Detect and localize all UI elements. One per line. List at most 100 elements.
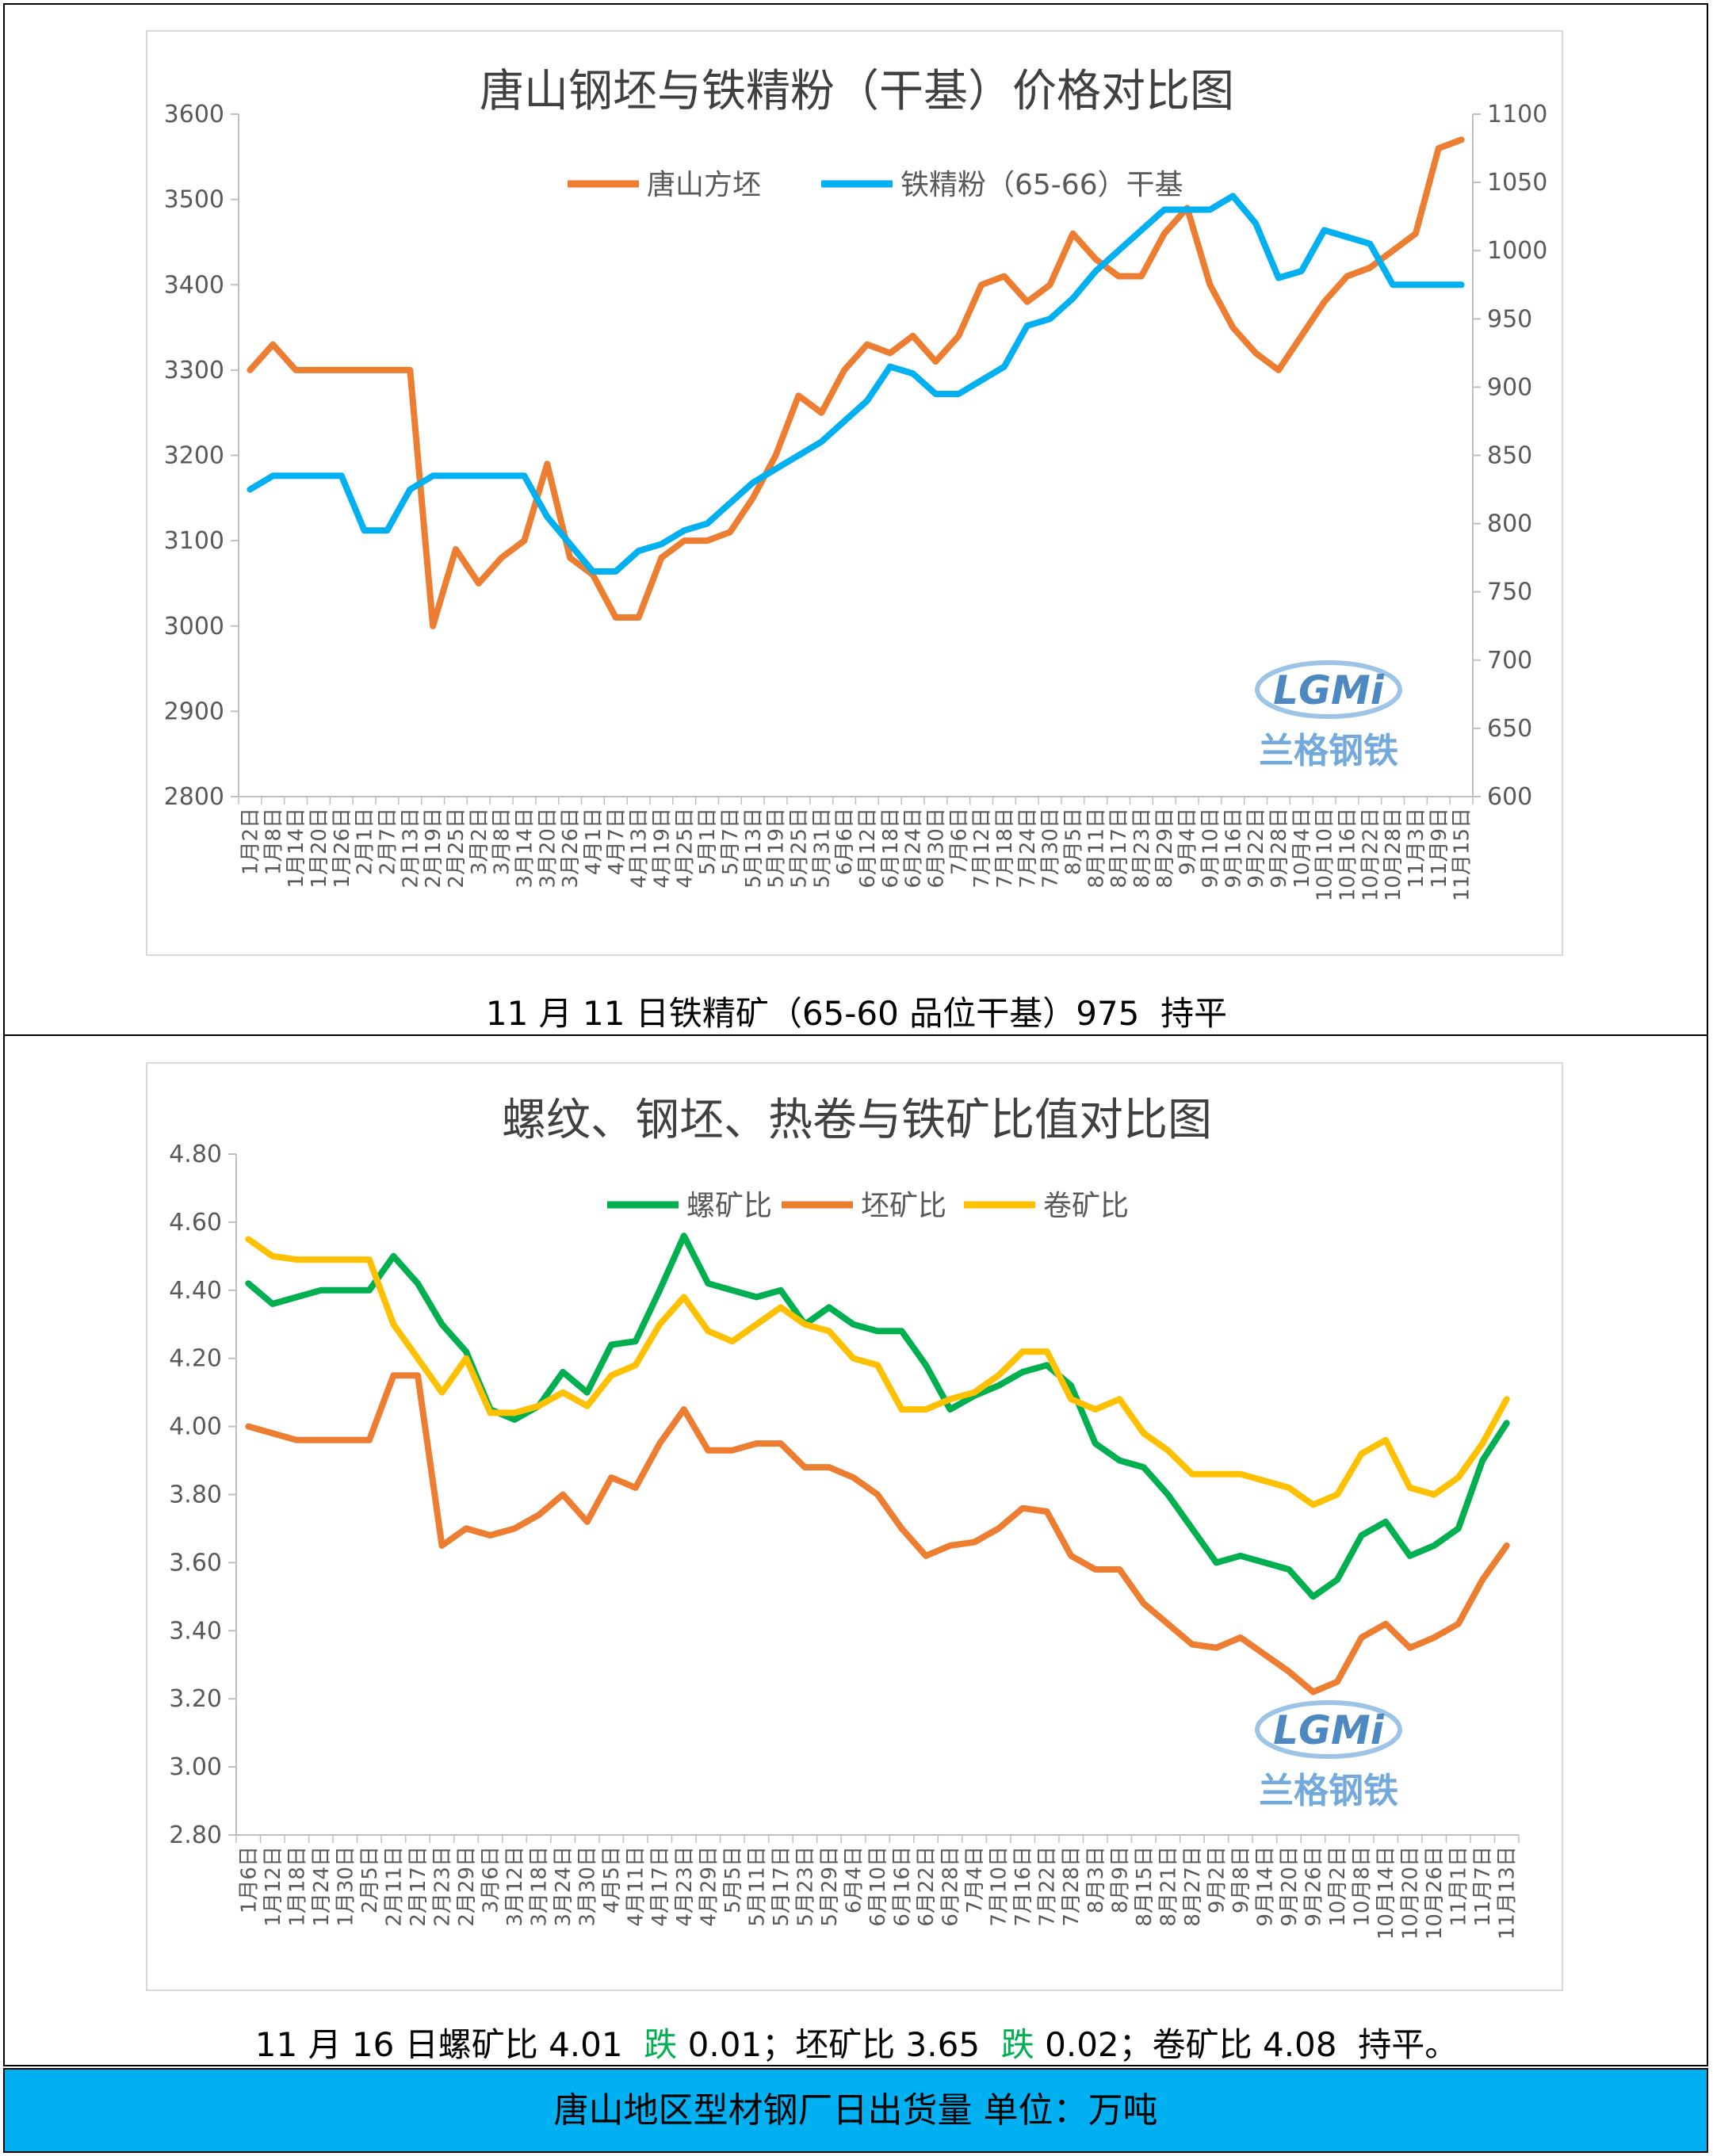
watermark-logo-text: LGMi — [1273, 1707, 1385, 1753]
watermark-sub-text: 兰格钢铁 — [1259, 1771, 1398, 1811]
x-tick-label: 10月26日 — [1423, 1846, 1447, 1940]
caption-ratio-part3: 0.02；卷矿比 4.08 持平。 — [1034, 2025, 1459, 2064]
x-tick-label: 11月13日 — [1496, 1846, 1520, 1940]
x-tick-label: 6月28日 — [939, 1846, 963, 1927]
x-tick-label: 4月29日 — [697, 1846, 721, 1927]
y2-tick-label: 850 — [1487, 442, 1532, 470]
y2-tick-label: 1050 — [1487, 169, 1547, 197]
chart1-container: 唐山钢坯与铁精粉（干基）价格对比图 2800 2900 3000 3100 3200 330… — [146, 30, 1563, 956]
y-tick-label: 3500 — [164, 186, 224, 214]
x-tick-label: 1月30日 — [334, 1846, 358, 1927]
y2-tick-label: 800 — [1487, 510, 1532, 538]
x-tick-label: 8月3日 — [1084, 1846, 1108, 1913]
x-tick-label: 2月17日 — [407, 1846, 430, 1927]
x-tick-label: 5月25日 — [787, 808, 811, 889]
x-tick-label: 8月27日 — [1181, 1846, 1205, 1927]
x-tick-label: 2月23日 — [430, 1846, 454, 1927]
y-tick-label: 3400 — [164, 271, 224, 299]
x-tick-label: 4月23日 — [673, 1846, 697, 1927]
x-tick-label: 8月5日 — [1061, 808, 1085, 875]
caption-iron-concentrate: 11 月 11 日铁精矿（65-60 品位干基）975 持平 — [485, 994, 1228, 1033]
x-tick-label: 1月6日 — [237, 1846, 261, 1913]
caption-fall-2: 跌 — [1000, 2025, 1034, 2064]
caption-ratios: 11 月 16 日螺矿比 4.01 跌 0.01；坯矿比 3.65 跌 0.02… — [0, 2018, 1713, 2066]
y-tick-label: 3.80 — [169, 1481, 222, 1509]
x-tick-label: 7月22日 — [1036, 1846, 1060, 1927]
x-tick-label: 11月9日 — [1428, 808, 1451, 889]
chart-title: 螺纹、钢坯、热卷与铁矿比值对比图 — [502, 1095, 1212, 1146]
y-tick-label: 3.60 — [169, 1549, 222, 1577]
x-tick-label: 2月29日 — [455, 1846, 479, 1927]
x-tick-label: 5月23日 — [793, 1846, 817, 1927]
x-tick-label: 3月30日 — [576, 1846, 600, 1927]
x-tick-label: 4月7日 — [605, 808, 629, 875]
y-tick-label: 3.20 — [169, 1685, 222, 1713]
x-tick-label: 1月20日 — [308, 808, 331, 889]
x-tick-label: 9月22日 — [1245, 808, 1268, 889]
y2-tick-label: 1100 — [1487, 101, 1547, 128]
y-tick-label: 3000 — [164, 613, 224, 640]
x-tick-label: 10月4日 — [1290, 808, 1314, 889]
legend-label-1: 螺矿比 — [686, 1190, 772, 1222]
x-tick-label: 3月20日 — [536, 808, 560, 889]
x-tick-label: 9月26日 — [1302, 1846, 1326, 1927]
y-tick-label: 4.40 — [169, 1277, 222, 1305]
x-tick-label: 1月12日 — [262, 1846, 285, 1927]
x-tick-label: 4月5日 — [600, 1846, 624, 1913]
x-tick-label: 10月8日 — [1351, 1846, 1375, 1927]
series-line-1 — [247, 136, 1465, 629]
series-line-2 — [245, 1372, 1510, 1695]
x-tick-label: 5月31日 — [810, 808, 834, 889]
watermark-logo-text: LGMi — [1273, 667, 1385, 713]
x-tick-label: 5月19日 — [765, 808, 789, 889]
x-tick-label: 9月10日 — [1199, 808, 1222, 889]
x-tick-label: 10月14日 — [1375, 1846, 1398, 1940]
x-tick-label: 9月8日 — [1229, 1846, 1253, 1913]
x-tick-label: 4月11日 — [625, 1846, 648, 1927]
x-tick-label: 8月23日 — [1130, 808, 1154, 889]
legend-label-2: 铁精粉（65-66）干基 — [900, 169, 1183, 201]
x-tick-label: 10月20日 — [1399, 1846, 1423, 1940]
y-tick-label: 3300 — [164, 357, 224, 384]
x-tick-label: 6月24日 — [902, 808, 926, 889]
y2-tick-label: 900 — [1487, 373, 1532, 401]
caption-ratio-part2: 0.01；坯矿比 3.65 — [677, 2025, 1001, 2064]
x-tick-label: 11月1日 — [1447, 1846, 1471, 1927]
x-tick-label: 6月10日 — [866, 1846, 890, 1927]
y-tick-label: 2800 — [164, 783, 224, 811]
y-tick-label: 4.00 — [169, 1413, 222, 1441]
y-tick-label: 3.00 — [169, 1753, 222, 1781]
x-tick-label: 7月16日 — [1011, 1846, 1035, 1927]
series-line-2 — [247, 193, 1465, 575]
x-tick-label: 5月13日 — [742, 808, 766, 889]
x-tick-label: 8月15日 — [1133, 1846, 1157, 1927]
x-tick-label: 10月2日 — [1326, 1846, 1350, 1927]
x-tick-label: 6月18日 — [879, 808, 903, 889]
y-tick-label: 4.60 — [169, 1209, 222, 1237]
x-tick-label: 2月7日 — [376, 808, 400, 875]
x-tick-label: 5月1日 — [696, 808, 720, 875]
chart2-container: 螺纹、钢坯、热卷与铁矿比值对比图 2.80 3.00 3.20 3.40 3.60 3.80… — [146, 1062, 1563, 1991]
x-tick-label: 10月10日 — [1313, 808, 1337, 901]
x-tick-label: 4月25日 — [673, 808, 697, 889]
x-tick-label: 5月11日 — [745, 1846, 769, 1927]
x-tick-label: 7月30日 — [1039, 808, 1063, 889]
x-tick-label: 3月2日 — [468, 808, 491, 875]
watermark-sub-text: 兰格钢铁 — [1259, 731, 1398, 771]
series-line-1 — [245, 1233, 1510, 1600]
x-tick-label: 6月4日 — [842, 1846, 866, 1913]
y-tick-label: 3600 — [164, 101, 224, 128]
x-tick-label: 8月17日 — [1107, 808, 1131, 889]
y-tick-label: 2.80 — [169, 1822, 222, 1849]
x-tick-label: 3月26日 — [559, 808, 583, 889]
x-tick-label: 2月11日 — [382, 1846, 406, 1927]
y2-tick-label: 950 — [1487, 305, 1532, 333]
x-tick-label: 6月16日 — [891, 1846, 915, 1927]
x-tick-label: 6月6日 — [833, 808, 857, 875]
x-tick-label: 5月5日 — [721, 1846, 745, 1913]
chart1-svg: 唐山钢坯与铁精粉（干基）价格对比图 2800 2900 3000 3100 3200 330… — [164, 66, 1548, 901]
watermark-logo-ring — [1255, 1700, 1402, 1759]
y2-tick-label: 700 — [1487, 647, 1532, 675]
x-tick-label: 11月3日 — [1405, 808, 1428, 889]
series-line-3 — [245, 1236, 1510, 1508]
